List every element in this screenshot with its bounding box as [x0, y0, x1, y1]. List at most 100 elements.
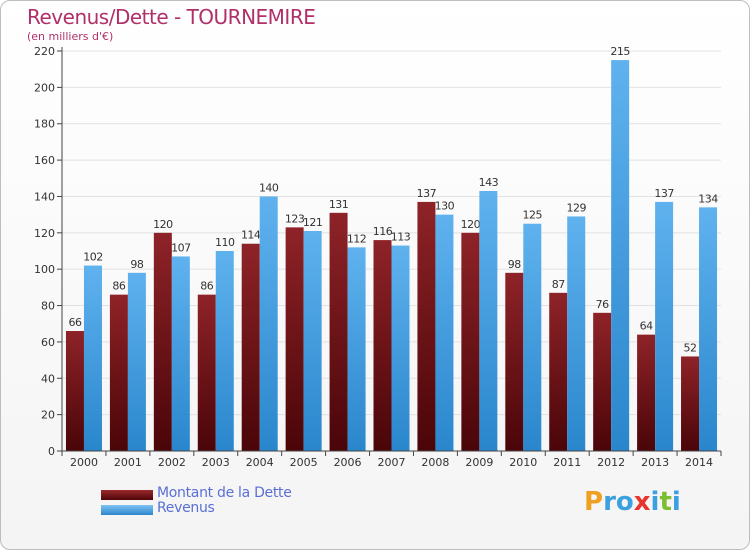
data-label-dette: 137: [417, 187, 437, 200]
x-tick-label: 2010: [509, 456, 537, 469]
data-label-dette: 120: [461, 218, 481, 231]
bar-revenus: [127, 272, 146, 451]
bar-dette: [197, 294, 216, 451]
data-label-revenus: 130: [435, 200, 455, 213]
y-tick-label: 100: [34, 263, 55, 276]
chart-subtitle: (en milliers d'€): [27, 30, 114, 43]
data-label-dette: 98: [508, 258, 521, 271]
legend-label-dette: Montant de la Dette: [157, 485, 292, 501]
data-label-dette: 116: [373, 225, 393, 238]
bar-revenus: [611, 60, 630, 451]
y-tick-label: 80: [41, 300, 55, 313]
logo-letter: P: [584, 487, 604, 517]
x-tick-label: 2002: [158, 456, 186, 469]
x-tick-label: 2008: [421, 456, 449, 469]
bar-dette: [329, 212, 348, 451]
bar-dette: [285, 227, 304, 451]
x-tick-label: 2009: [465, 456, 493, 469]
x-tick-label: 2012: [597, 456, 625, 469]
data-label-dette: 131: [329, 198, 349, 211]
bar-revenus: [391, 245, 410, 451]
x-tick-label: 2005: [290, 456, 318, 469]
bar-dette: [681, 356, 700, 451]
y-tick-label: 40: [41, 372, 55, 385]
data-label-revenus: 140: [259, 181, 279, 194]
y-tick-label: 180: [34, 118, 55, 131]
data-label-revenus: 121: [303, 216, 323, 229]
x-tick-label: 2003: [202, 456, 230, 469]
logo-letter: i: [671, 487, 681, 517]
bar-dette: [153, 232, 172, 451]
y-tick-label: 160: [34, 154, 55, 167]
y-tick-label: 200: [34, 81, 55, 94]
y-tick-label: 120: [34, 227, 55, 240]
data-label-revenus: 102: [83, 251, 103, 264]
y-tick-label: 0: [48, 445, 55, 458]
data-label-revenus: 98: [130, 258, 143, 271]
data-label-dette: 52: [684, 341, 697, 354]
data-label-dette: 66: [68, 316, 81, 329]
x-tick-label: 2001: [114, 456, 142, 469]
bar-revenus: [699, 207, 718, 451]
y-tick-label: 60: [41, 336, 55, 349]
x-tick-label: 2013: [641, 456, 669, 469]
data-label-dette: 86: [112, 280, 125, 293]
bar-revenus: [171, 256, 190, 451]
x-tick-label: 2011: [553, 456, 581, 469]
bar-revenus: [655, 201, 674, 451]
y-tick-label: 20: [41, 409, 55, 422]
bar-dette: [461, 232, 480, 451]
bar-dette: [505, 272, 524, 451]
bar-dette: [241, 243, 260, 451]
legend-label-revenus: Revenus: [157, 500, 215, 516]
bar-revenus: [567, 216, 586, 451]
bar-dette: [109, 294, 128, 451]
data-label-dette: 120: [153, 218, 173, 231]
bar-revenus: [83, 265, 102, 451]
bar-revenus: [523, 223, 542, 451]
data-label-revenus: 215: [610, 45, 630, 58]
logo-letter: x: [633, 487, 651, 517]
legend-swatch-dette: [101, 490, 153, 500]
logo-letter: i: [650, 487, 660, 517]
x-tick-label: 2000: [70, 456, 98, 469]
data-label-dette: 64: [640, 320, 653, 333]
proxiti-logo: Proxiti: [584, 487, 694, 527]
logo-letter: r: [603, 487, 616, 517]
data-label-dette: 86: [200, 280, 213, 293]
data-label-revenus: 137: [654, 187, 674, 200]
y-tick-label: 220: [34, 45, 55, 58]
bar-revenus: [435, 214, 454, 451]
logo-letter: t: [659, 487, 672, 517]
bar-revenus: [303, 231, 322, 451]
data-label-revenus: 129: [566, 201, 586, 214]
x-tick-label: 2007: [378, 456, 406, 469]
data-label-dette: 87: [552, 278, 565, 291]
data-label-revenus: 143: [479, 176, 499, 189]
x-tick-label: 2006: [334, 456, 362, 469]
bar-dette: [637, 334, 656, 451]
data-label-revenus: 107: [171, 241, 191, 254]
bar-dette: [549, 292, 568, 451]
bar-dette: [417, 201, 436, 451]
legend-swatch-revenus: [101, 505, 153, 515]
bar-dette: [593, 312, 612, 451]
data-label-revenus: 110: [215, 236, 235, 249]
logo-letter: o: [615, 487, 634, 517]
data-label-dette: 123: [285, 212, 305, 225]
bar-revenus: [215, 251, 234, 451]
data-label-dette: 114: [241, 229, 261, 242]
x-tick-label: 2014: [685, 456, 713, 469]
data-label-dette: 76: [596, 298, 609, 311]
y-tick-label: 140: [34, 190, 55, 203]
bar-dette: [65, 331, 84, 451]
chart-title: Revenus/Dette - TOURNEMIRE: [27, 5, 316, 29]
bar-revenus: [347, 247, 366, 451]
data-label-revenus: 113: [391, 231, 411, 244]
x-tick-label: 2004: [246, 456, 274, 469]
data-label-revenus: 125: [523, 209, 543, 222]
data-label-revenus: 112: [347, 232, 367, 245]
bar-revenus: [479, 191, 498, 451]
